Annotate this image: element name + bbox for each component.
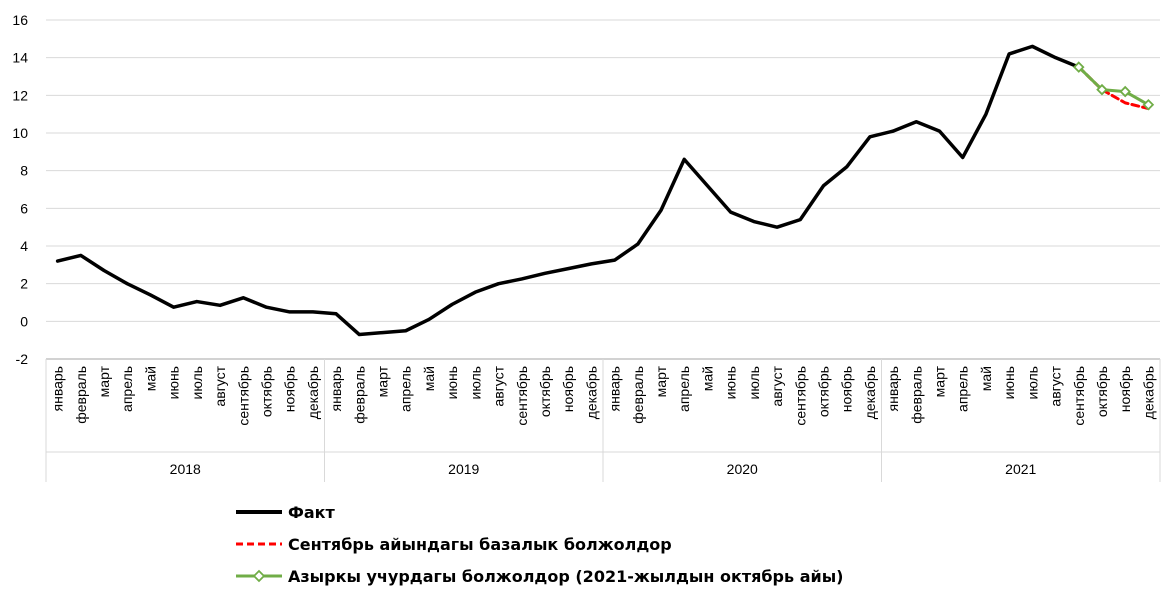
legend-label: Азыркы учурдагы болжолдор (2021-жылдын о… [288, 566, 844, 586]
x-tick-label: декабрь [583, 366, 599, 419]
y-tick-label: 14 [12, 50, 28, 66]
x-tick-label: февраль [908, 366, 924, 424]
x-tick-label: май [142, 366, 158, 391]
legend-swatch-base-forecast [236, 542, 282, 546]
x-tick-label: март [375, 365, 391, 397]
gridlines [46, 19, 1160, 360]
x-tick-label: апрель [119, 366, 135, 412]
y-tick-label: 16 [12, 12, 28, 28]
x-tick-label: февраль [630, 366, 646, 424]
legend-label: Факт [288, 502, 335, 522]
legend-item-current-forecast: Азыркы учурдагы болжолдор (2021-жылдын о… [236, 560, 843, 592]
x-tick-label: январь [328, 366, 344, 411]
x-tick-label: июнь [723, 366, 739, 399]
x-tick-label: сентябрь [1071, 366, 1087, 426]
series-line-0 [55, 44, 1081, 337]
x-tick-label: июнь [166, 366, 182, 399]
y-tick-label: 8 [20, 163, 28, 179]
x-tick-label: август [769, 365, 785, 406]
forecast-point-marker [1072, 61, 1085, 73]
x-tick-label: апрель [955, 366, 971, 412]
x-tick-label: сентябрь [235, 366, 251, 426]
x-tick-label: июль [746, 366, 762, 399]
x-tick-label: ноябрь [282, 366, 298, 412]
legend-item-base-forecast: Сентябрь айындагы базалык болжолдор [236, 528, 843, 560]
y-tick-label: 0 [20, 313, 28, 329]
y-tick-label: 12 [12, 87, 28, 103]
x-tick-label: апрель [398, 366, 414, 412]
y-tick-label: -2 [16, 351, 29, 367]
forecast-point-marker [1096, 83, 1108, 96]
x-tick-label: май [978, 366, 994, 391]
x-tick-label: март [932, 365, 948, 397]
x-tick-label: ноябрь [839, 366, 855, 412]
x-tick-label: февраль [73, 366, 89, 424]
x-tick-label: май [699, 366, 715, 391]
y-tick-label: 2 [20, 276, 28, 292]
x-tick-label: апрель [676, 366, 692, 412]
x-tick-label: декабрь [1140, 366, 1156, 419]
x-tick-label: август [491, 365, 507, 406]
x-tick-label: август [1048, 365, 1064, 406]
x-tick-label: сентябрь [792, 366, 808, 426]
legend-label: Сентябрь айындагы базалык болжолдор [288, 534, 672, 554]
legend-item-fact: Факт [236, 496, 843, 528]
forecast-point-marker [1142, 98, 1155, 111]
series-lines [55, 44, 1155, 337]
y-tick-label: 6 [20, 200, 28, 216]
x-tick-label: февраль [351, 366, 367, 424]
year-label: 2021 [1005, 461, 1036, 477]
x-tick-label: сентябрь [514, 366, 530, 426]
x-tick-label: ноябрь [1117, 366, 1133, 412]
x-tick-label: июль [1024, 366, 1040, 399]
year-label: 2018 [170, 461, 201, 477]
legend-swatch-fact [236, 510, 282, 514]
x-tick-label: июнь [1001, 366, 1017, 399]
x-tick-label: март [96, 365, 112, 397]
forecast-point-marker [1119, 85, 1131, 98]
x-tick-label: октябрь [1094, 366, 1110, 417]
x-tick-label: октябрь [258, 366, 274, 417]
x-tick-label: октябрь [815, 366, 831, 417]
x-tick-label: декабрь [862, 366, 878, 419]
x-tick-label: январь [607, 366, 623, 411]
x-tick-label: июнь [444, 366, 460, 399]
legend-swatch-current-forecast [236, 569, 282, 583]
x-tick-label: январь [50, 366, 66, 411]
x-tick-label: март [653, 365, 669, 397]
x-tick-label: июль [189, 366, 205, 399]
y-tick-label: 4 [20, 238, 28, 254]
y-axis-ticks: -2 0 2 4 6 8 10 12 14 16 [12, 12, 28, 367]
x-tick-label: август [212, 365, 228, 406]
y-tick-label: 10 [12, 125, 28, 141]
legend: Факт Сентябрь айындагы базалык болжолдор… [236, 496, 843, 592]
x-tick-label: октябрь [537, 366, 553, 417]
x-tick-label: май [421, 366, 437, 391]
year-label: 2019 [448, 461, 479, 477]
x-axis: январь февраль март апрель май июнь июль август… [45, 359, 1161, 482]
series-line-2 [1077, 65, 1150, 107]
year-label: 2020 [727, 461, 758, 477]
series-line-1 [1077, 65, 1150, 111]
x-tick-label: ноябрь [560, 366, 576, 412]
x-tick-label: январь [885, 366, 901, 411]
x-tick-label: июль [467, 366, 483, 399]
x-tick-label: декабрь [305, 366, 321, 419]
